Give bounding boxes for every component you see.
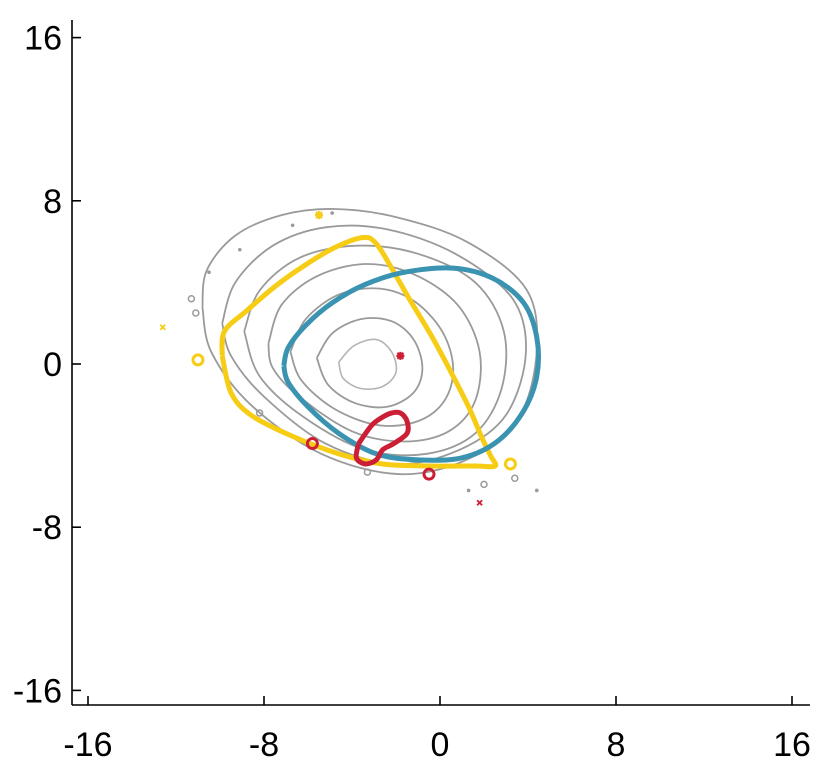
gray-contour-2: [221, 224, 527, 465]
yellow-star-marker-3: [315, 211, 323, 220]
gray-ring-marker-14: [511, 474, 519, 482]
gray-ring-marker-10: [192, 309, 200, 317]
x-tick-label: 0: [431, 726, 450, 764]
red-star-marker-7: [396, 351, 405, 360]
gray-dot-marker-19: [535, 488, 539, 493]
contour-lines-group: [201, 208, 541, 476]
gray-light-contour-1: [338, 338, 398, 390]
gray-dot-marker-18: [466, 488, 471, 493]
small-markers-group: [159, 211, 539, 506]
yellow-ring-marker-1: [191, 353, 205, 367]
x-tick-label: -8: [249, 726, 279, 764]
y-tick-label: -16: [13, 672, 62, 710]
gray-contour-3: [243, 244, 508, 457]
axis-ticks-group: -16 -8 0 8 16 16 8 0 -8 -16: [13, 20, 811, 764]
gray-ring-marker-11: [255, 409, 264, 417]
gray-ring-marker-13: [480, 480, 488, 489]
gray-ring-marker-9: [187, 294, 196, 303]
gray-dot-marker-17: [207, 270, 211, 275]
y-tick-label: -8: [32, 509, 62, 547]
y-tick-label: 0: [43, 346, 62, 384]
y-tick-label: 16: [24, 20, 62, 58]
gray-ring-marker-12: [363, 468, 372, 476]
red-ring-marker-5: [305, 437, 319, 451]
yellow-ring-marker-2: [503, 457, 517, 471]
gray-dot-marker-20: [330, 211, 335, 215]
gray-dot-marker-16: [238, 247, 242, 252]
x-tick-label: 8: [607, 726, 626, 764]
gray-dot-marker-15: [290, 223, 295, 228]
yellow-cross-marker-4: [159, 324, 166, 331]
gray-contour-6: [315, 317, 424, 409]
red-cross-marker-8: [476, 499, 483, 506]
red-ring-marker-6: [422, 467, 436, 481]
x-tick-label: 16: [773, 726, 811, 764]
x-tick-label: -16: [63, 726, 112, 764]
gray-contour-5: [289, 287, 455, 427]
yellow-contour: [219, 234, 499, 470]
y-tick-label: 8: [43, 183, 62, 221]
blue-contour: [281, 265, 541, 463]
red-contour: [353, 409, 411, 467]
